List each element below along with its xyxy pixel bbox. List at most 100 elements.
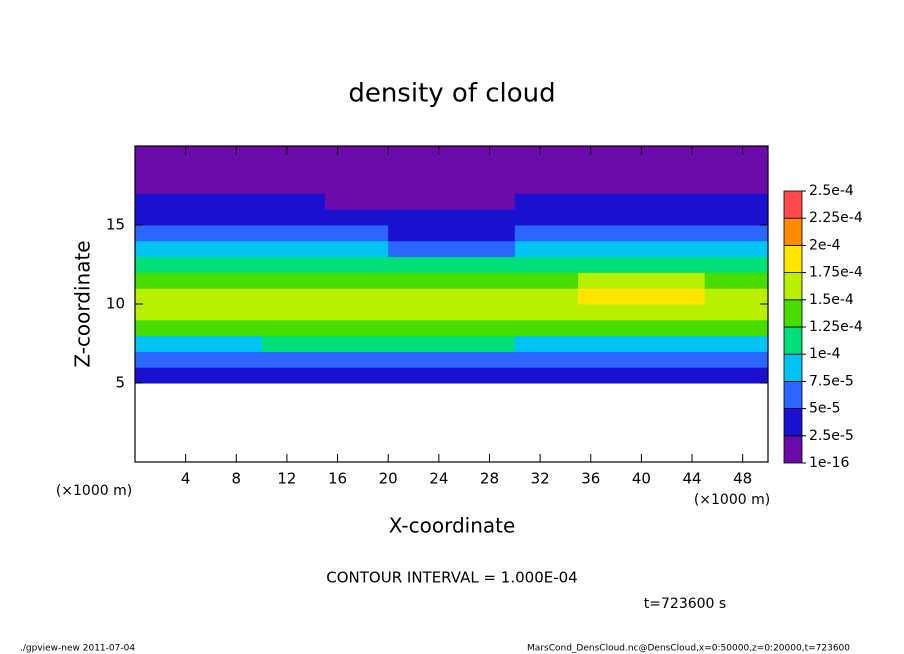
colorbar-label: 7.5e-5: [809, 373, 854, 389]
y-axis-label: Z-coordinate: [71, 240, 95, 367]
field-cell: [451, 177, 516, 194]
field-cell: [135, 256, 199, 273]
field-cell: [514, 335, 579, 352]
field-cell: [198, 367, 263, 384]
field-cell: [388, 304, 452, 321]
field-cell: [451, 288, 516, 305]
field-cell: [324, 193, 389, 210]
x-tick-label: 8: [232, 470, 242, 488]
field-cell: [388, 177, 452, 194]
field-cell: [135, 225, 199, 242]
field-cell: [135, 146, 199, 163]
field-cell: [704, 193, 769, 210]
field-cell: [324, 288, 389, 305]
field-cell: [578, 146, 642, 163]
x-tick-label: 28: [480, 470, 499, 488]
field-cell: [514, 225, 579, 242]
colorbar-box: [783, 244, 803, 273]
field-cell: [261, 225, 326, 242]
field-cell: [135, 240, 199, 258]
field-cell: [704, 304, 769, 321]
x-tick-label: 24: [429, 470, 448, 488]
x-tick-label: 16: [328, 470, 347, 488]
field-cell: [641, 335, 706, 352]
field-cell: [578, 351, 642, 368]
field-cell: [324, 240, 389, 258]
field-cell: [388, 209, 452, 226]
field-cell: [451, 272, 516, 289]
field-cell: [388, 335, 452, 352]
field-cell: [451, 319, 516, 337]
field-cell: [388, 256, 452, 273]
field-cell: [451, 225, 516, 242]
field-cell: [388, 367, 452, 384]
field-cell: [704, 319, 769, 337]
field-cell: [324, 161, 389, 179]
field-cell: [388, 193, 452, 210]
field-cell: [578, 193, 642, 210]
field-cell: [704, 240, 769, 258]
field-cell: [451, 256, 516, 273]
field-cell: [641, 146, 706, 163]
field-cell: [324, 209, 389, 226]
field-cell: [578, 367, 642, 384]
field-cell: [704, 335, 769, 352]
field-cell: [261, 256, 326, 273]
field-cell: [704, 161, 769, 179]
field-cell: [514, 256, 579, 273]
field-cell: [578, 177, 642, 194]
field-cell: [324, 272, 389, 289]
x-axis-label: X-coordinate: [389, 514, 516, 538]
field-cell: [641, 209, 706, 226]
field-cell: [324, 225, 389, 242]
colorbar-label: 1.5e-4: [809, 292, 854, 308]
field-cell: [388, 146, 452, 163]
field-cell: [324, 256, 389, 273]
field-cell: [578, 319, 642, 337]
field-cell: [135, 335, 199, 352]
field-cell: [135, 209, 199, 226]
field-cell: [198, 319, 263, 337]
field-cell: [388, 351, 452, 368]
colorbar-label: 5e-5: [809, 401, 840, 417]
field-cell: [388, 161, 452, 179]
x-tick-label: 32: [531, 470, 550, 488]
field-cell: [135, 367, 199, 384]
field-cell: [324, 351, 389, 368]
field-cell: [641, 240, 706, 258]
field-cell: [578, 288, 642, 305]
colorbar-box: [783, 326, 803, 355]
field-cell: [324, 146, 389, 163]
field-cell: [704, 351, 769, 368]
field-cell: [514, 193, 579, 210]
field-cell: [261, 319, 326, 337]
field-cell: [261, 272, 326, 289]
field-cell: [261, 240, 326, 258]
field-cell: [451, 209, 516, 226]
colorbar-label: 2e-4: [809, 237, 841, 253]
colorbar-label: 1.75e-4: [809, 265, 863, 281]
field-cell: [578, 209, 642, 226]
y-unit: (×1000 m): [56, 483, 132, 499]
field-cell: [704, 225, 769, 242]
colorbar-label: 1.25e-4: [809, 319, 863, 335]
field-cell: [198, 351, 263, 368]
field-cell: [704, 209, 769, 226]
field-cell: [261, 177, 326, 194]
field-cell: [514, 240, 579, 258]
field-cell: [261, 193, 326, 210]
field-cell: [388, 288, 452, 305]
field-cell: [324, 177, 389, 194]
field-cell: [388, 240, 452, 258]
field-cell: [451, 304, 516, 321]
field-cell: [578, 240, 642, 258]
field-cell: [641, 256, 706, 273]
field-cell: [261, 304, 326, 321]
field-cell: [135, 304, 199, 321]
y-tick-label: 5: [115, 374, 125, 392]
x-tick-label: 40: [632, 470, 651, 488]
field-cell: [451, 161, 516, 179]
field-cell: [388, 272, 452, 289]
field-cell: [514, 161, 579, 179]
